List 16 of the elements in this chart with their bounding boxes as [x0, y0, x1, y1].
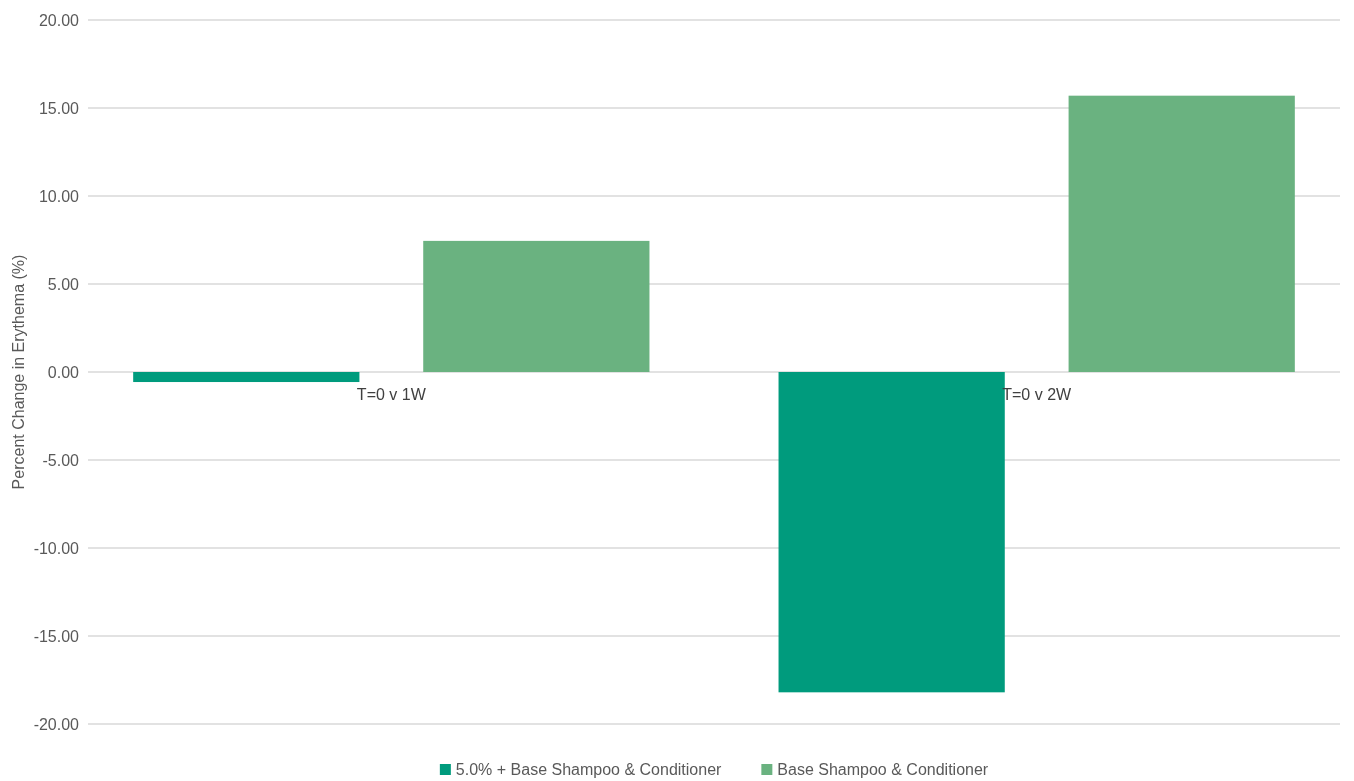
y-tick-label: 10.00: [38, 187, 80, 205]
bar: [1068, 95, 1295, 372]
y-tick-label: 20.00: [38, 11, 80, 29]
bar: [133, 372, 360, 383]
y-tick-label: 0.00: [47, 363, 80, 381]
legend-label: 5.0% + Base Shampoo & Conditioner: [455, 761, 723, 778]
y-tick-label: -20.00: [33, 715, 80, 733]
y-tick-label: -15.00: [33, 627, 80, 645]
bar: [423, 240, 650, 372]
legend-label: Base Shampoo & Conditioner: [777, 761, 989, 778]
y-axis-title: Percent Change in Erythema (%): [10, 254, 27, 490]
y-tick-label: -10.00: [33, 539, 80, 557]
y-tick-label: 15.00: [38, 99, 80, 117]
y-tick-label: -5.00: [42, 451, 80, 469]
x-tick-label: T=0 v 1W: [356, 386, 427, 403]
y-tick-label: 5.00: [47, 275, 80, 293]
